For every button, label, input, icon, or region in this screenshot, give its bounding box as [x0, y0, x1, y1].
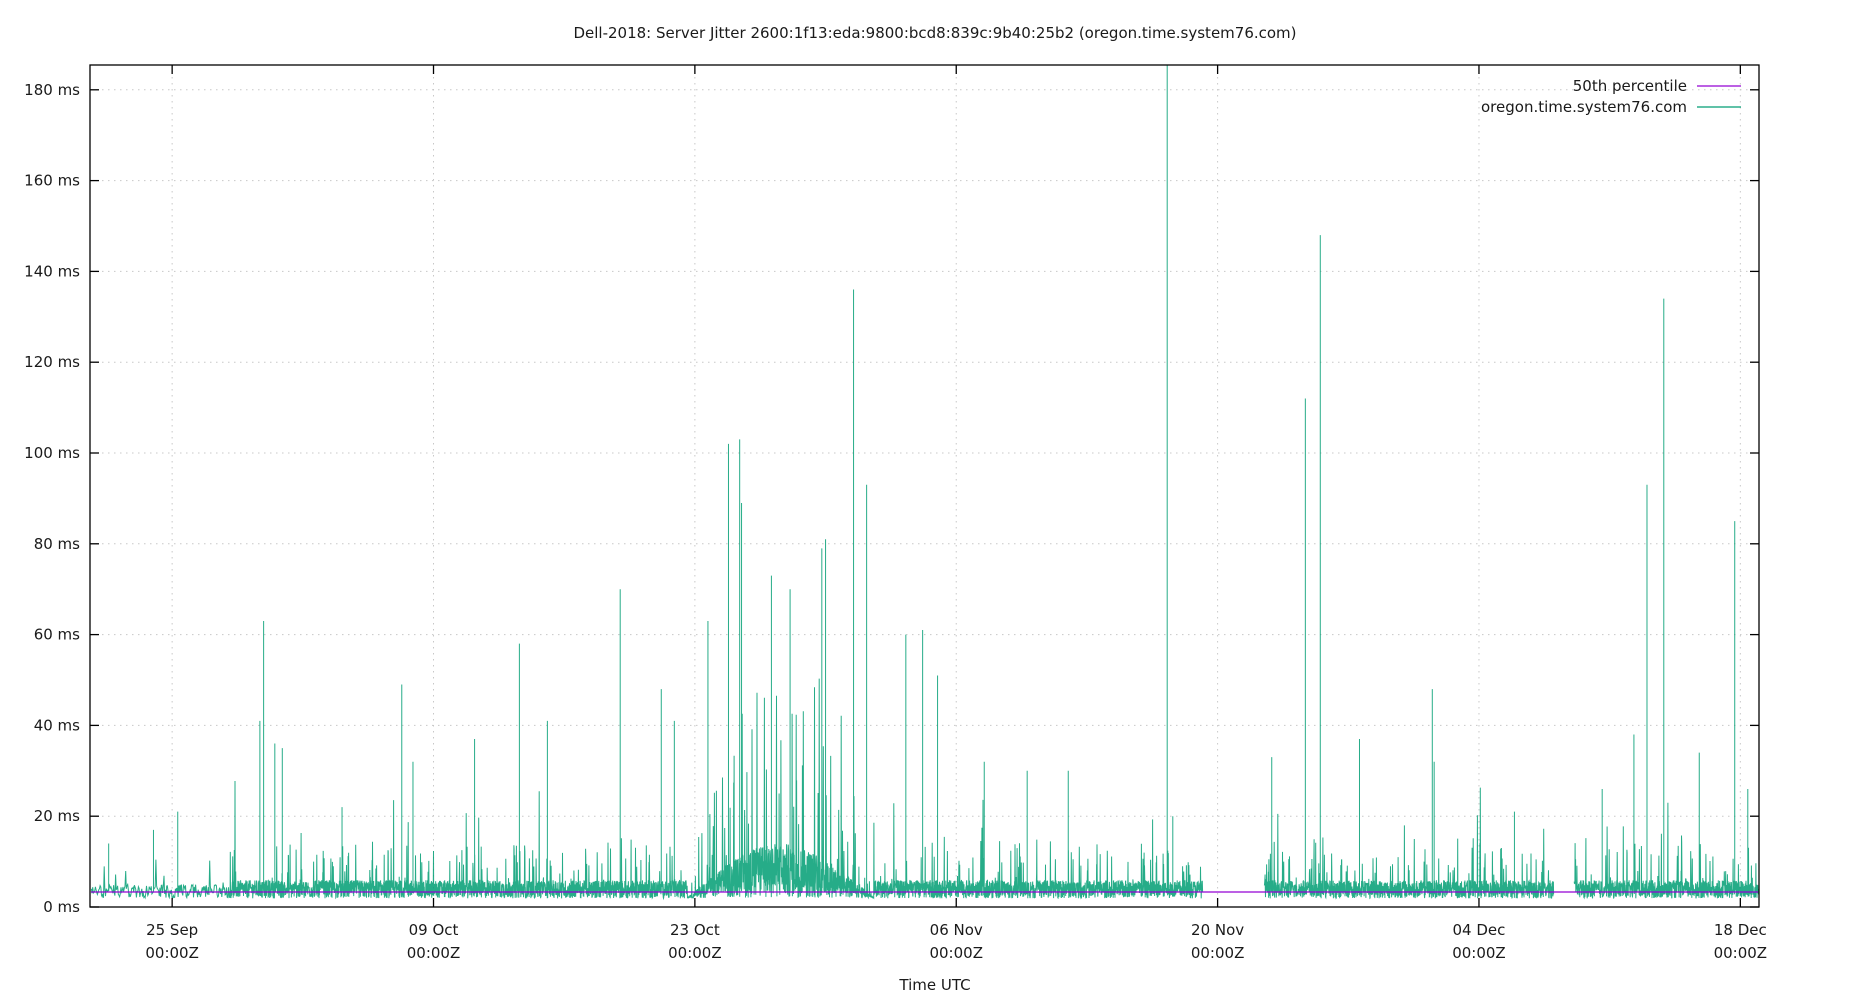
- y-tick-label: 0 ms: [43, 898, 80, 916]
- legend-label-oregon: oregon.time.system76.com: [1481, 98, 1687, 116]
- x-tick-label: 09 Oct: [409, 921, 459, 939]
- x-tick-sublabel: 00:00Z: [1452, 944, 1506, 962]
- y-tick-label: 140 ms: [24, 262, 80, 280]
- x-tick-sublabel: 00:00Z: [1191, 944, 1245, 962]
- x-tick-label: 06 Nov: [930, 921, 983, 939]
- y-tick-label: 100 ms: [24, 444, 80, 462]
- x-tick-sublabel: 00:00Z: [145, 944, 199, 962]
- chart-title: Dell-2018: Server Jitter 2600:1f13:eda:9…: [573, 24, 1296, 42]
- gridlines: [90, 65, 1759, 907]
- axis-ticks: 0 ms 20 ms 40 ms 60 ms 80 ms 100 ms 120 ms 140 …: [24, 65, 1767, 962]
- x-tick-label: 20 Nov: [1191, 921, 1244, 939]
- y-tick-label: 20 ms: [34, 807, 80, 825]
- plot-border: [89, 64, 1760, 908]
- y-tick-label: 80 ms: [34, 535, 80, 553]
- x-tick-label: 23 Oct: [670, 921, 720, 939]
- x-tick-sublabel: 00:00Z: [407, 944, 461, 962]
- legend-label-median: 50th percentile: [1573, 77, 1687, 95]
- y-tick-label: 40 ms: [34, 716, 80, 734]
- y-tick-label: 160 ms: [24, 172, 80, 190]
- x-tick-sublabel: 00:00Z: [929, 944, 983, 962]
- x-tick-label: 25 Sep: [146, 921, 198, 939]
- x-tick-sublabel: 00:00Z: [668, 944, 722, 962]
- series-oregon-jitter-line: [90, 65, 1760, 901]
- y-tick-label: 180 ms: [24, 81, 80, 99]
- x-axis-label: Time UTC: [898, 976, 970, 994]
- y-tick-label: 60 ms: [34, 626, 80, 644]
- y-tick-label: 120 ms: [24, 353, 80, 371]
- x-tick-label: 18 Dec: [1714, 921, 1767, 939]
- x-tick-sublabel: 00:00Z: [1714, 944, 1768, 962]
- x-tick-label: 04 Dec: [1453, 921, 1506, 939]
- legend: 50th percentile oregon.time.system76.com: [1481, 77, 1741, 116]
